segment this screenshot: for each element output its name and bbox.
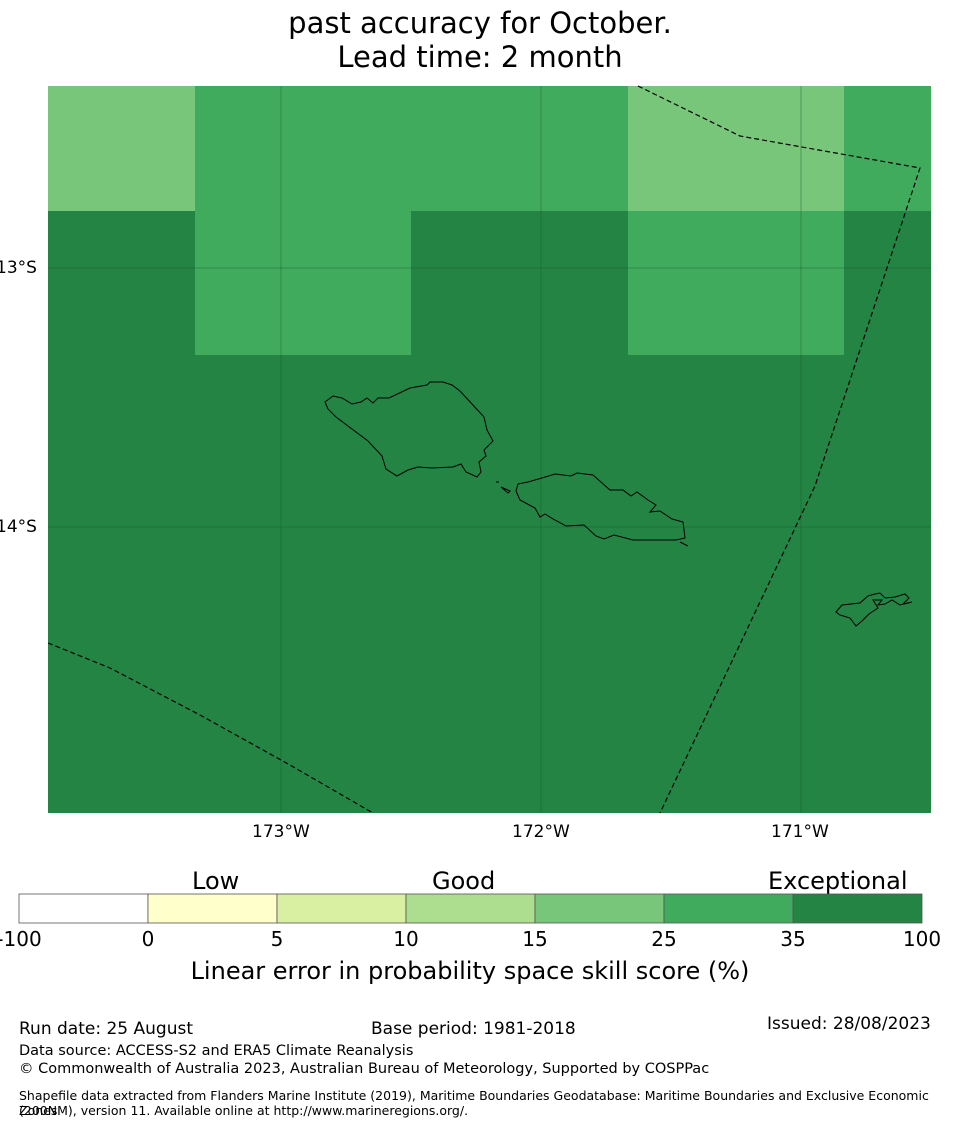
colorbar-tick: 35 xyxy=(780,927,806,951)
skill-cell-medium-green xyxy=(541,86,628,211)
eez-boundary-southwest xyxy=(47,642,374,814)
colorbar xyxy=(18,893,923,924)
skill-map xyxy=(47,85,931,814)
tutuila-island xyxy=(835,592,913,627)
skill-cell-light-green xyxy=(628,86,844,211)
lon-label-171w: 171°W xyxy=(771,822,829,842)
skill-cell-dark-green xyxy=(541,355,628,813)
colorbar-category-good: Good xyxy=(432,867,496,895)
skill-cell-dark-green xyxy=(844,211,931,355)
colorbar-axis-label: Linear error in probability space skill … xyxy=(190,957,750,985)
coastlines xyxy=(324,381,913,627)
skill-cell-light-green xyxy=(48,86,195,211)
colorbar-tick: 15 xyxy=(522,927,548,951)
copyright: © Commonwealth of Australia 2023, Austra… xyxy=(19,1061,710,1077)
colorbar-segment xyxy=(405,893,536,924)
lat-label-13s: 13°S xyxy=(0,258,37,278)
skill-cell-dark-green xyxy=(628,355,844,813)
skill-cell-dark-green xyxy=(411,211,541,355)
colorbar-segments xyxy=(18,893,923,924)
shapefile-credit-line2: (200NM), version 11. Available online at… xyxy=(19,1103,469,1118)
upolu-east-tip xyxy=(679,541,689,547)
colorbar-segment xyxy=(276,893,407,924)
upolu-island xyxy=(515,472,686,541)
skill-cell-dark-green xyxy=(541,211,628,355)
colorbar-category-low: Low xyxy=(192,867,240,895)
skill-cell-medium-green xyxy=(195,86,411,211)
skill-cell-dark-green xyxy=(844,355,931,813)
skill-cell-dark-green xyxy=(48,355,195,813)
colorbar-tick: 0 xyxy=(141,927,155,951)
issued-date: Issued: 28/08/2023 xyxy=(767,1014,931,1034)
map-title-line1: past accuracy for October. xyxy=(288,6,672,40)
skill-cell-medium-green xyxy=(628,211,844,355)
skill-cell-medium-green xyxy=(844,86,931,211)
skill-grid xyxy=(48,86,931,813)
colorbar-segment xyxy=(18,893,149,924)
map-title-line2: Lead time: 2 month xyxy=(337,40,623,74)
skill-cell-medium-green xyxy=(195,211,411,355)
colorbar-tick: 5 xyxy=(270,927,284,951)
shapefile-credit-line1: Shapefile data extracted from Flanders M… xyxy=(19,1088,929,1118)
skill-cell-dark-green xyxy=(411,355,541,813)
base-period: Base period: 1981-2018 xyxy=(371,1019,576,1039)
eez-boundary-north xyxy=(637,85,921,814)
lon-label-173w: 173°W xyxy=(252,822,310,842)
data-source: Data source: ACCESS-S2 and ERA5 Climate … xyxy=(19,1043,414,1059)
skill-cell-medium-green xyxy=(411,86,541,211)
colorbar-segment xyxy=(147,893,278,924)
colorbar-tick: -100 xyxy=(0,927,42,951)
colorbar-tick: 25 xyxy=(651,927,677,951)
eez-boundaries xyxy=(47,85,921,814)
colorbar-tick: 100 xyxy=(902,927,942,951)
skill-cell-dark-green xyxy=(195,355,411,813)
savaii-island xyxy=(324,381,494,478)
colorbar-tick: 10 xyxy=(393,927,419,951)
colorbar-segment xyxy=(663,893,794,924)
skill-cell-dark-green xyxy=(48,211,195,355)
run-date: Run date: 25 August xyxy=(19,1019,193,1039)
lat-label-14s: 14°S xyxy=(0,517,37,537)
colorbar-segment xyxy=(534,893,665,924)
lon-label-172w: 172°W xyxy=(512,822,570,842)
graticule xyxy=(48,86,931,813)
colorbar-segment xyxy=(792,893,923,924)
manono-islet xyxy=(500,486,511,494)
colorbar-category-exceptional: Exceptional xyxy=(768,867,908,895)
